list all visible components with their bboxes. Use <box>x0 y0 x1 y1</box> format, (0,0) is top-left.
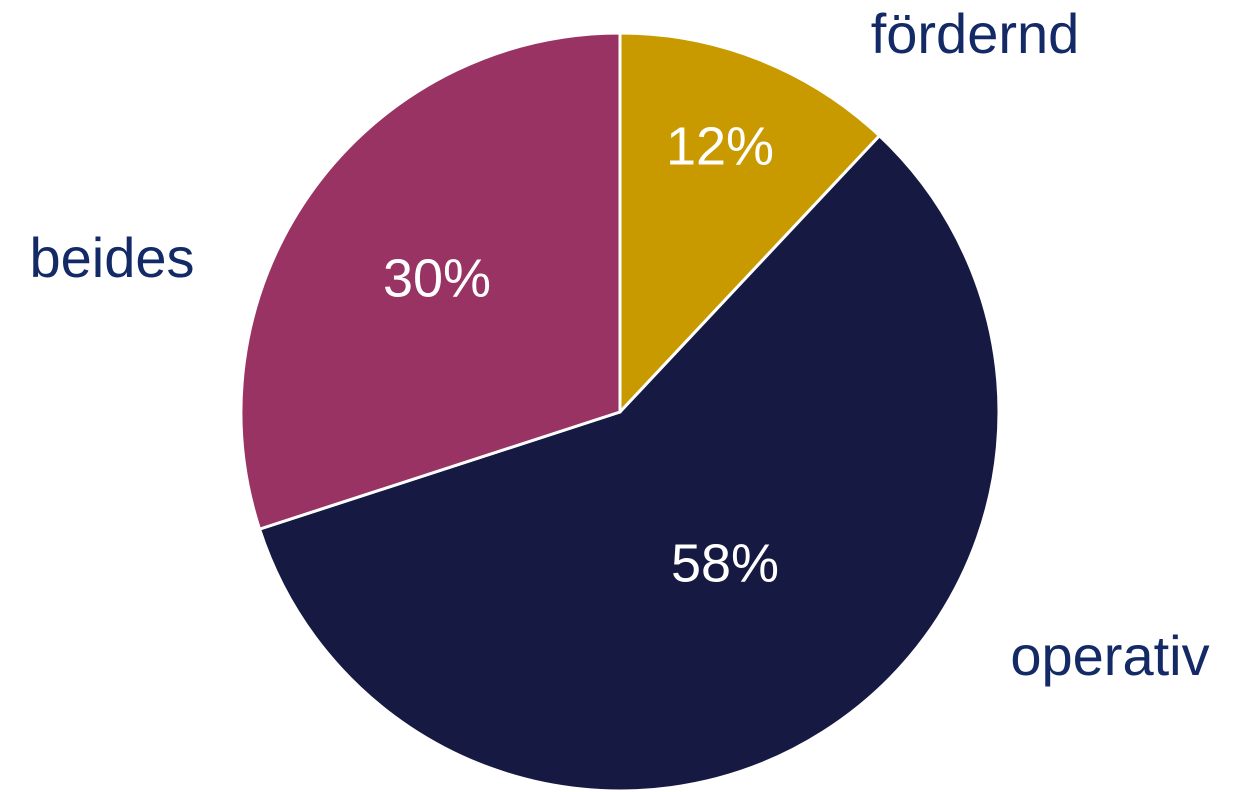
value-label: 58% <box>671 533 779 593</box>
value-label: 12% <box>666 116 774 176</box>
category-label: fördernd <box>871 2 1080 65</box>
value-label: 30% <box>383 248 491 308</box>
pie-slice <box>257 133 1001 792</box>
pie-slice <box>239 31 622 532</box>
pie-slice <box>618 31 882 416</box>
category-label: operativ <box>1010 624 1209 687</box>
category-label: beides <box>29 226 194 289</box>
